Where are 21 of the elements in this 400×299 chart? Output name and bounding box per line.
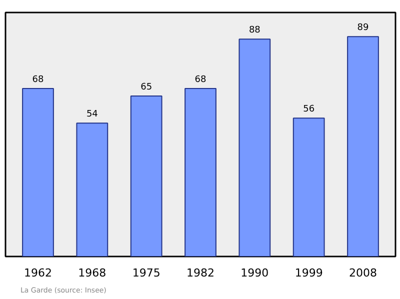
data-label: 54 xyxy=(86,110,98,120)
data-label: 88 xyxy=(248,26,261,36)
x-tick-label: 1990 xyxy=(240,266,269,280)
bar xyxy=(76,122,108,256)
bar xyxy=(238,38,271,256)
x-tick-label: 1975 xyxy=(132,266,160,280)
x-tick-label: 1968 xyxy=(78,266,106,280)
data-label: 68 xyxy=(194,74,206,85)
data-label: 89 xyxy=(357,23,369,34)
bar xyxy=(292,118,325,256)
x-tick-label: 1982 xyxy=(186,266,215,280)
x-tick-label: 2008 xyxy=(349,266,378,280)
data-label: 65 xyxy=(140,82,152,92)
data-label: 56 xyxy=(303,104,315,115)
bar xyxy=(347,36,379,256)
data-label: 68 xyxy=(32,74,44,85)
bar xyxy=(130,95,162,256)
x-tick-label: 1999 xyxy=(294,266,323,280)
bar xyxy=(22,88,54,256)
x-tick-label: 1962 xyxy=(24,266,52,280)
bar xyxy=(184,88,216,256)
